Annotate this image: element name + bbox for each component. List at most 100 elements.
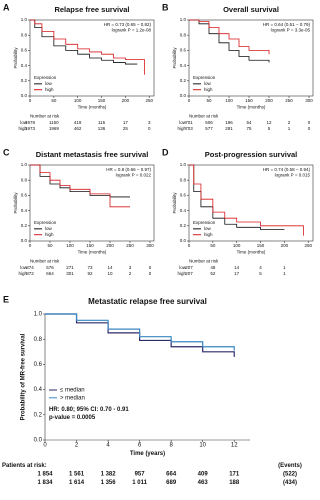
risk-value: 703 <box>185 126 193 131</box>
risk-events: (522) <box>283 471 297 477</box>
x-tick-label: 4 <box>106 443 110 449</box>
risk-value: 1150 <box>49 120 59 125</box>
risk-table-title: Number at risk <box>189 258 219 263</box>
y-tick-label: 0.8 <box>34 337 43 343</box>
survival-curve <box>30 164 130 198</box>
legend-label: high <box>204 232 213 237</box>
x-tick-label: 100 <box>233 243 241 248</box>
y-tick-label: 1.0 <box>21 162 28 167</box>
x-tick-label: 50 <box>47 243 53 248</box>
risk-value: 25 <box>123 126 129 131</box>
risk-value: 409 <box>198 471 209 477</box>
risk-value: 872 <box>26 271 34 276</box>
x-tick-label: 200 <box>281 243 289 248</box>
risk-value: 17 <box>123 120 129 125</box>
risk-value: 5 <box>259 271 262 276</box>
risk-value: 1 382 <box>101 471 117 477</box>
chart-title: Distant metastasis free survival <box>36 150 149 159</box>
survival-curve <box>30 19 145 75</box>
risk-value: 17 <box>234 271 240 276</box>
risk-value: 115 <box>98 120 106 125</box>
risk-value: 2 <box>288 120 291 125</box>
risk-value: 957 <box>135 471 146 477</box>
risk-value: 576 <box>46 265 54 270</box>
risk-value: 271 <box>66 265 74 270</box>
y-tick-label: 1.0 <box>21 17 28 22</box>
x-tick-label: 8 <box>169 443 173 449</box>
risk-value: 3 <box>148 120 151 125</box>
risk-value: 0 <box>308 126 311 131</box>
risk-value: 12 <box>266 120 272 125</box>
chart-title: Metastatic relapse free survival <box>88 297 207 306</box>
survival-curve <box>45 313 235 351</box>
y-tick-label: 0.8 <box>180 177 187 182</box>
survival-curve <box>189 164 304 236</box>
y-tick-label: 0.6 <box>180 193 187 198</box>
survival-curve <box>189 164 285 230</box>
risk-value: 419 <box>74 120 82 125</box>
annotation: HR = 0.73 (0.65 − 0.82) <box>104 22 152 27</box>
risk-row-label: low <box>179 120 187 125</box>
annotation: p-value = 0.0005 <box>49 415 96 421</box>
y-tick-label: 0.4 <box>180 208 187 213</box>
x-tick-label: 150 <box>245 98 253 103</box>
y-axis-label: Probability of MR-free survival <box>21 333 27 420</box>
risk-value: 664 <box>46 271 54 276</box>
risk-table-title: Number at risk <box>189 113 219 118</box>
x-axis-label: Time (years) <box>130 451 165 457</box>
annotation: logrank P = 0.015 <box>275 173 311 178</box>
survival-curve <box>189 19 270 63</box>
annotation: HR: 0.80; 95% CI: 0.70 - 0.91 <box>49 407 129 413</box>
legend-label: high <box>204 87 213 92</box>
y-tick-label: 0.0 <box>180 238 187 243</box>
risk-value: 3 <box>129 265 132 270</box>
risk-value: 1 561 <box>69 471 85 477</box>
x-tick-label: 0 <box>43 443 47 449</box>
risk-value: 75 <box>246 126 252 131</box>
x-axis-label: Time (months) <box>237 104 266 109</box>
legend-title: Expression <box>34 75 57 80</box>
legend-label: ≤ median <box>60 388 85 394</box>
y-tick-label: 0.4 <box>180 63 187 68</box>
y-tick-label: 0.2 <box>34 412 43 418</box>
risk-value: 48 <box>210 265 216 270</box>
plot-frame <box>188 19 314 97</box>
risk-value: 0 <box>148 126 151 131</box>
y-tick-label: 0.6 <box>21 193 28 198</box>
risk-value: 664 <box>166 471 177 477</box>
x-tick-label: 100 <box>225 98 233 103</box>
y-tick-label: 0.2 <box>21 223 28 228</box>
risk-value: 207 <box>185 265 193 270</box>
x-tick-label: 0 <box>188 98 191 103</box>
legend-label: low <box>45 81 53 86</box>
legend-title: Expression <box>193 220 216 225</box>
risk-row-label: high <box>18 126 27 131</box>
panel-label: A <box>3 2 10 12</box>
risk-value: 171 <box>229 471 240 477</box>
risk-value: 14 <box>107 265 113 270</box>
risk-value: 10 <box>107 271 113 276</box>
risk-value: 1 854 <box>37 471 53 477</box>
legend-label: high <box>45 232 54 237</box>
risk-value: 506 <box>205 120 213 125</box>
x-tick-label: 150 <box>98 98 106 103</box>
survival-curve <box>45 313 235 357</box>
y-tick-label: 1.0 <box>180 17 187 22</box>
legend-label: high <box>45 87 54 92</box>
risk-value: 301 <box>66 271 74 276</box>
x-tick-label: 0 <box>29 243 32 248</box>
x-tick-label: 250 <box>304 243 312 248</box>
y-tick-label: 0.0 <box>180 93 187 98</box>
y-tick-label: 1.0 <box>180 162 187 167</box>
x-tick-label: 50 <box>210 243 216 248</box>
risk-value: 462 <box>74 126 82 131</box>
x-tick-label: 300 <box>146 243 154 248</box>
chart-title: Relapse free survival <box>54 5 129 14</box>
plot-frame <box>29 19 155 97</box>
x-tick-label: 50 <box>51 98 57 103</box>
x-axis-label: Time (months) <box>237 249 266 254</box>
survival-curve <box>189 19 270 55</box>
risk-value: 92 <box>87 271 93 276</box>
y-tick-label: 0.4 <box>21 63 28 68</box>
